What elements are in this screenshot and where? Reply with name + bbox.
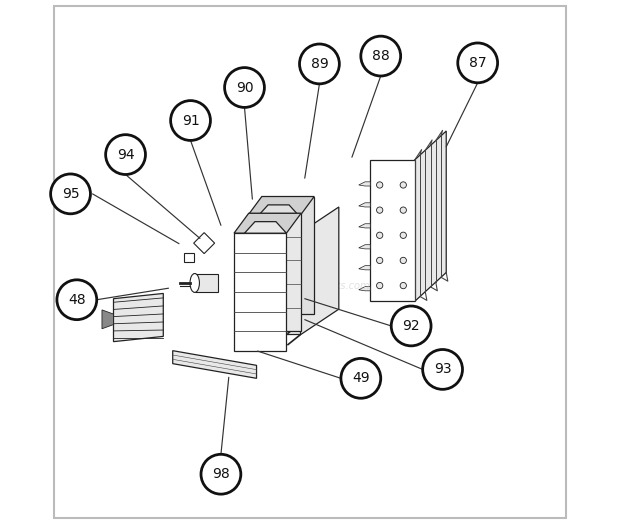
Circle shape (400, 282, 407, 289)
Polygon shape (113, 293, 163, 342)
Circle shape (423, 350, 463, 389)
Polygon shape (193, 233, 215, 254)
Polygon shape (262, 196, 314, 314)
Polygon shape (234, 233, 286, 351)
Polygon shape (173, 351, 257, 378)
Circle shape (170, 101, 210, 140)
Polygon shape (370, 160, 415, 301)
Circle shape (57, 280, 97, 320)
Circle shape (299, 44, 339, 84)
Text: 87: 87 (469, 56, 487, 70)
Circle shape (376, 207, 383, 213)
Polygon shape (299, 207, 339, 335)
Text: 49: 49 (352, 372, 370, 385)
Circle shape (458, 43, 498, 83)
Bar (184, 253, 193, 262)
Text: 90: 90 (236, 81, 254, 94)
Circle shape (400, 207, 407, 213)
Polygon shape (102, 310, 113, 329)
Circle shape (201, 454, 241, 494)
Polygon shape (195, 274, 218, 292)
Polygon shape (247, 216, 299, 334)
Text: 92: 92 (402, 319, 420, 333)
Circle shape (51, 174, 91, 214)
Polygon shape (359, 224, 370, 228)
Circle shape (376, 232, 383, 238)
Polygon shape (359, 182, 370, 186)
Polygon shape (249, 213, 301, 331)
Circle shape (105, 135, 146, 174)
Polygon shape (247, 196, 314, 216)
Circle shape (376, 182, 383, 188)
Ellipse shape (190, 274, 200, 292)
Circle shape (400, 257, 407, 264)
Text: 94: 94 (117, 148, 135, 161)
Circle shape (400, 232, 407, 238)
Polygon shape (359, 203, 370, 207)
Polygon shape (244, 222, 286, 233)
Polygon shape (359, 245, 370, 249)
Text: 93: 93 (434, 363, 451, 376)
Circle shape (224, 68, 264, 107)
Circle shape (391, 306, 431, 346)
Polygon shape (359, 287, 370, 291)
Text: 89: 89 (311, 57, 329, 71)
Text: 48: 48 (68, 293, 86, 307)
Text: 98: 98 (212, 467, 230, 481)
Polygon shape (257, 205, 299, 216)
Circle shape (376, 257, 383, 264)
Circle shape (341, 358, 381, 398)
Polygon shape (359, 266, 370, 270)
Text: 88: 88 (372, 49, 389, 63)
Text: 91: 91 (182, 114, 200, 127)
Text: 95: 95 (62, 187, 79, 201)
Polygon shape (415, 131, 446, 301)
Circle shape (376, 282, 383, 289)
Polygon shape (234, 213, 301, 233)
Text: eReplacementParts.com: eReplacementParts.com (250, 280, 370, 291)
Circle shape (361, 36, 401, 76)
Circle shape (400, 182, 407, 188)
